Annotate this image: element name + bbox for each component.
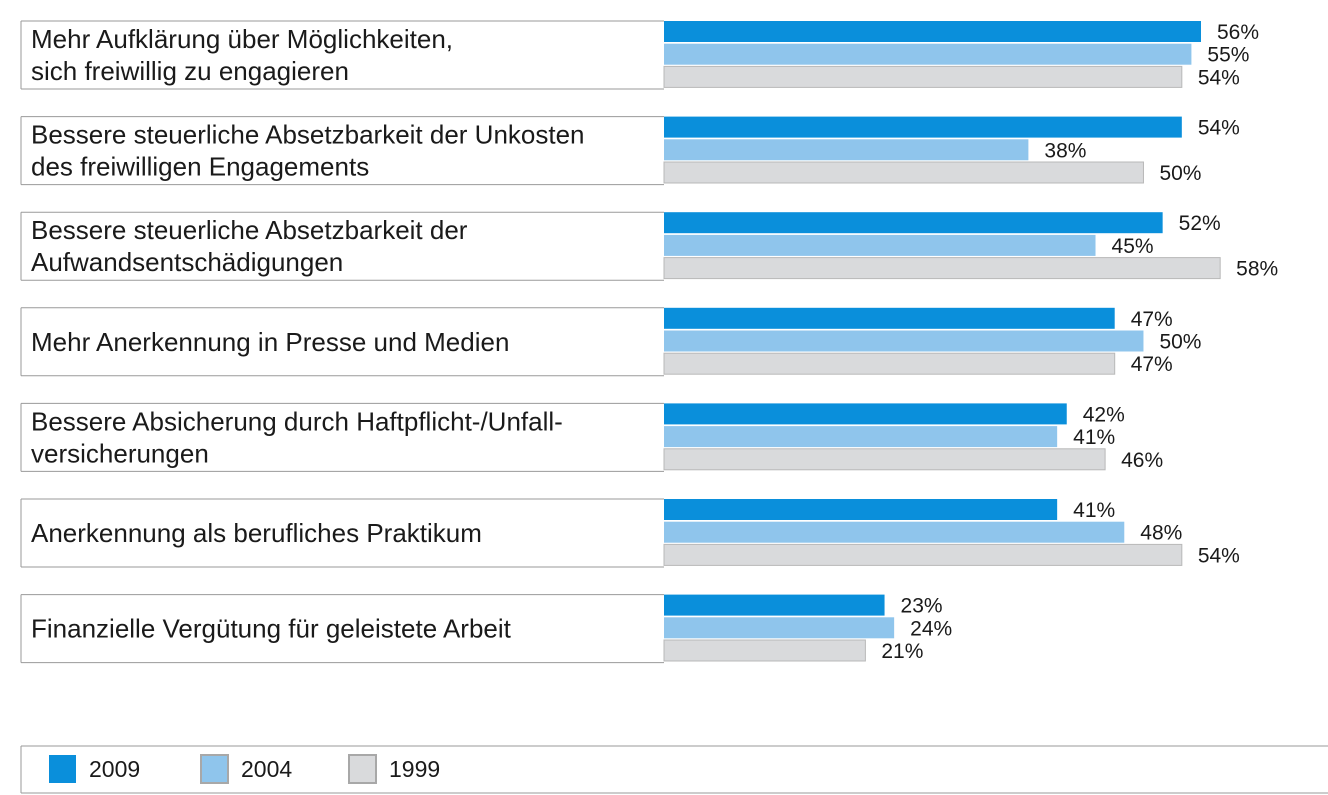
bar-2004 xyxy=(664,234,1096,256)
bar-2009 xyxy=(664,307,1115,329)
legend-item: 2009 xyxy=(49,755,140,783)
category-label: Bessere steuerliche Absetzbarkeit der xyxy=(31,215,468,245)
category-label: Mehr Anerkennung in Presse und Medien xyxy=(31,327,509,357)
value-label: 50% xyxy=(1159,162,1201,185)
bar-group: Bessere steuerliche Absetzbarkeit der Un… xyxy=(20,116,1240,186)
legend-swatch-1999 xyxy=(348,754,377,784)
value-label: 23% xyxy=(901,595,943,618)
bar-2004 xyxy=(664,617,895,639)
bar-2004 xyxy=(664,521,1125,543)
value-label: 47% xyxy=(1131,353,1173,376)
category-label: Aufwandsentschädigungen xyxy=(31,247,343,277)
category-label: sich freiwillig zu engagieren xyxy=(31,56,349,86)
legend-label: 2009 xyxy=(89,756,140,782)
value-label: 41% xyxy=(1073,426,1115,449)
bar-group: Mehr Aufklärung über Möglichkeiten,sich … xyxy=(20,20,1259,90)
bar-2004 xyxy=(664,426,1058,448)
bar-1999 xyxy=(663,65,1183,88)
bar-2009 xyxy=(664,403,1067,425)
value-label: 50% xyxy=(1159,331,1201,354)
value-label: 48% xyxy=(1140,522,1182,545)
bar-1999 xyxy=(663,257,1221,280)
bar-1999 xyxy=(663,448,1106,471)
bar-2009 xyxy=(664,499,1058,520)
bar-2009 xyxy=(664,21,1201,42)
legend-swatch-2009 xyxy=(49,755,76,783)
value-label: 58% xyxy=(1236,258,1278,281)
bar-group: Bessere Absicherung durch Haftpflicht-/U… xyxy=(20,402,1163,472)
category-label: Bessere steuerliche Absetzbarkeit der Un… xyxy=(31,120,585,150)
legend-label: 1999 xyxy=(389,756,440,782)
value-label: 54% xyxy=(1198,544,1240,567)
bar-2009 xyxy=(664,594,885,616)
bar-2004 xyxy=(664,139,1029,161)
bar-2009 xyxy=(664,116,1182,138)
value-label: 46% xyxy=(1121,449,1163,472)
value-label: 55% xyxy=(1207,44,1249,67)
bar-2004 xyxy=(664,43,1192,65)
legend-item: 1999 xyxy=(348,754,440,784)
value-label: 54% xyxy=(1198,117,1240,140)
bar-1999 xyxy=(663,543,1183,566)
value-label: 54% xyxy=(1198,66,1240,89)
bar-group: Mehr Anerkennung in Presse und Medien 47%… xyxy=(20,307,1201,377)
legend-item: 2004 xyxy=(200,754,292,784)
bar-group: Bessere steuerliche Absetzbarkeit derAuf… xyxy=(20,211,1278,281)
bar-2009 xyxy=(664,212,1163,234)
legend-swatch-2004 xyxy=(200,754,229,784)
legend-label: 2004 xyxy=(241,756,292,782)
value-label: 52% xyxy=(1179,212,1221,235)
bar-2004 xyxy=(664,330,1144,352)
value-label: 38% xyxy=(1044,139,1086,162)
category-label: des freiwilligen Engagements xyxy=(31,152,369,182)
value-label: 56% xyxy=(1217,21,1259,44)
value-label: 47% xyxy=(1131,308,1173,331)
category-label: Bessere Absicherung durch Haftpflicht-/U… xyxy=(31,406,563,436)
value-label: 21% xyxy=(881,640,923,663)
category-label: Finanzielle Vergütung für geleistete Arb… xyxy=(31,614,512,644)
category-label: Mehr Aufklärung über Möglichkeiten, xyxy=(31,24,453,54)
bar-1999 xyxy=(663,161,1144,184)
value-label: 45% xyxy=(1112,235,1154,258)
category-label: Anerkennung als berufliches Praktikum xyxy=(31,518,482,548)
category-label: versicherungen xyxy=(31,438,209,468)
bar-group: Finanzielle Vergütung für geleistete Arb… xyxy=(20,594,952,664)
bar-group: Anerkennung als berufliches Praktikum 41%… xyxy=(20,498,1240,568)
bar-1999 xyxy=(663,352,1116,375)
bar-1999 xyxy=(663,639,866,662)
value-label: 42% xyxy=(1083,403,1125,426)
value-label: 24% xyxy=(910,617,952,640)
value-label: 41% xyxy=(1073,499,1115,522)
